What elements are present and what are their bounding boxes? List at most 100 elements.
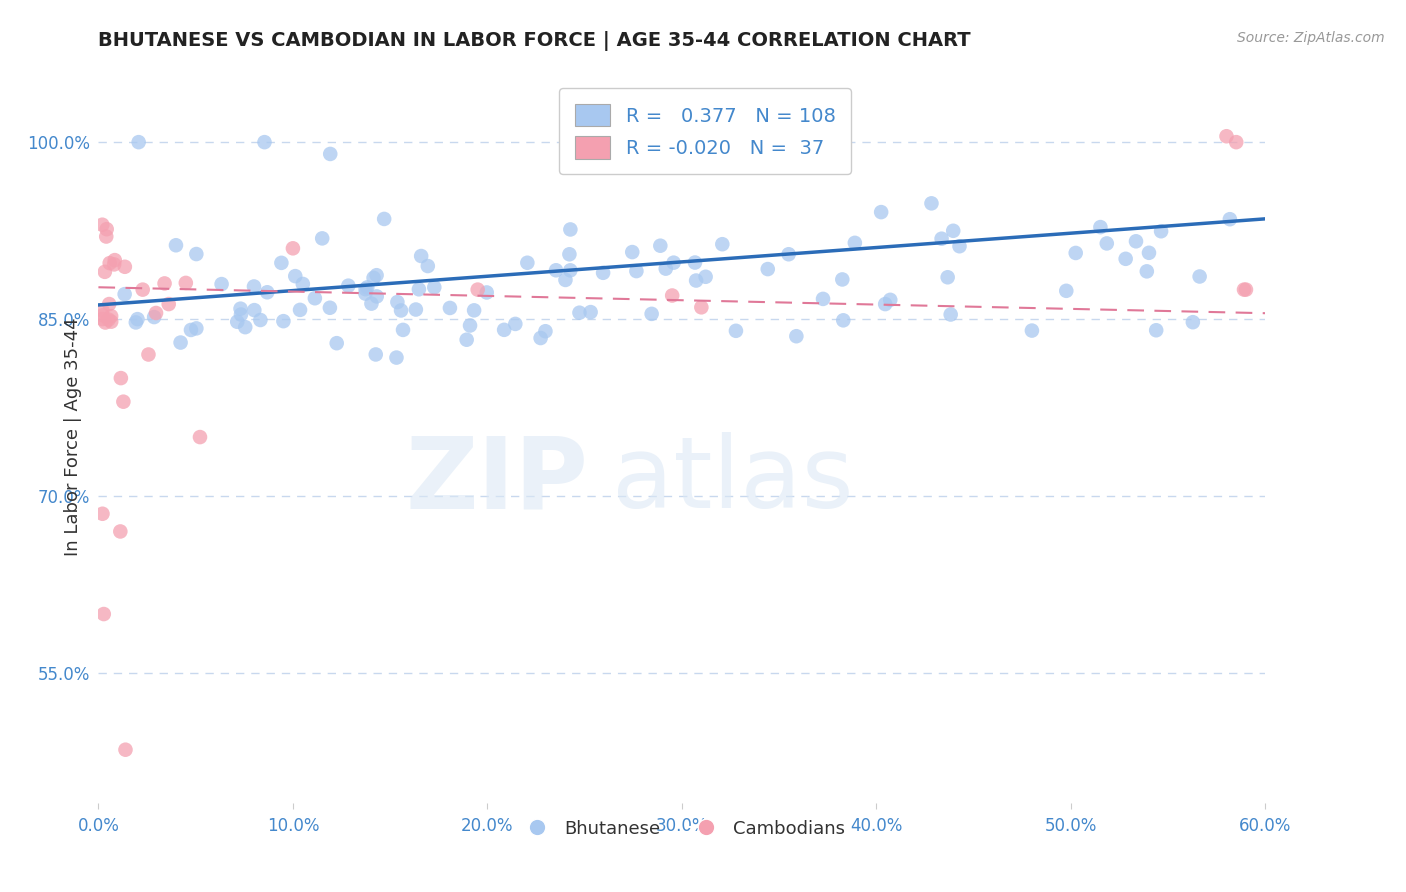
Point [360, 296, 382, 310]
Point [690, 301, 713, 315]
Point [948, 239, 970, 253]
Point [186, 247, 208, 261]
Point [226, 315, 249, 329]
Point [100, 315, 122, 329]
Point [1095, 236, 1118, 251]
Point [560, 263, 582, 277]
Point [456, 333, 478, 347]
Point [229, 308, 252, 322]
Point [756, 262, 779, 277]
Point [475, 285, 498, 300]
Point [463, 303, 485, 318]
Point [291, 277, 314, 291]
Point [319, 301, 342, 315]
Point [1064, 246, 1087, 260]
Point [243, 303, 266, 318]
Point [110, 371, 132, 385]
Point [534, 324, 557, 338]
Point [392, 323, 415, 337]
Point [844, 235, 866, 250]
Point [96, 222, 118, 236]
Point [494, 323, 516, 337]
Point [363, 271, 385, 285]
Point [1188, 269, 1211, 284]
Point [112, 394, 135, 409]
Point [1136, 264, 1159, 278]
Point [579, 305, 602, 319]
Point [832, 313, 855, 327]
Point [356, 280, 378, 294]
Point [1234, 283, 1257, 297]
Point [1181, 315, 1204, 329]
Point [1125, 235, 1147, 249]
Point [186, 321, 208, 335]
Point [385, 351, 408, 365]
Point [640, 307, 662, 321]
Point [288, 302, 311, 317]
Point [103, 257, 125, 271]
Point [1219, 212, 1241, 227]
Point [373, 211, 395, 226]
Point [249, 313, 271, 327]
Point [1137, 245, 1160, 260]
Point [389, 303, 412, 318]
Point [778, 247, 800, 261]
Point [145, 306, 167, 320]
Point [711, 237, 734, 252]
Point [143, 310, 166, 324]
Point [621, 245, 644, 260]
Point [311, 231, 333, 245]
Point [405, 302, 427, 317]
Point [931, 232, 953, 246]
Point [458, 318, 481, 333]
Point [626, 264, 648, 278]
Point [939, 308, 962, 322]
Point [505, 317, 527, 331]
Point [94, 265, 117, 279]
Point [253, 135, 276, 149]
Point [529, 331, 551, 345]
Point [211, 277, 233, 291]
Point [98, 256, 121, 270]
Point [325, 336, 347, 351]
Point [1144, 323, 1167, 337]
Point [110, 524, 132, 539]
Point [96, 229, 118, 244]
Point [558, 247, 581, 261]
Point [695, 269, 717, 284]
Point [319, 147, 342, 161]
Point [304, 291, 326, 305]
Point [831, 272, 853, 286]
Point [408, 282, 430, 296]
Point [387, 295, 409, 310]
Point [256, 285, 278, 300]
Point [423, 280, 446, 294]
Point [1054, 284, 1077, 298]
Point [165, 238, 187, 252]
Point [354, 282, 377, 296]
Point [233, 320, 256, 334]
Point [936, 270, 959, 285]
Point [125, 315, 148, 329]
Point [138, 347, 160, 361]
Point [568, 306, 591, 320]
Text: ZIP: ZIP [406, 433, 589, 530]
Point [1090, 220, 1112, 235]
Point [174, 276, 197, 290]
Point [364, 347, 387, 361]
Point [554, 273, 576, 287]
Point [920, 196, 942, 211]
Point [439, 301, 461, 315]
Point [270, 256, 292, 270]
Point [157, 297, 180, 311]
Point [91, 507, 114, 521]
Point [91, 312, 114, 326]
Point [91, 308, 114, 322]
Point [91, 218, 114, 232]
Point [592, 266, 614, 280]
Point [655, 261, 678, 276]
Point [169, 335, 191, 350]
Point [284, 269, 307, 284]
Point [1233, 283, 1256, 297]
Point [416, 259, 439, 273]
